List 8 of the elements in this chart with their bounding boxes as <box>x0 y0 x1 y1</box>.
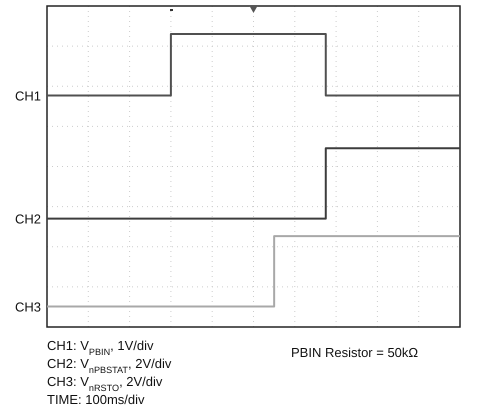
text: PBIN Resistor = 50kΩ <box>291 345 418 360</box>
text: CH3: V$_{nRSTO}$, 2V/div <box>47 374 163 393</box>
text: CH1: V$_{PBIN}$, 1V/div <box>47 338 154 357</box>
series-label: CH3 <box>14 299 41 314</box>
text: TIME: 100ms/div <box>47 392 146 407</box>
series-label: CH2 <box>14 212 41 227</box>
series-label: CH1 <box>14 88 41 104</box>
text: CH2: V$_{nPBSTAT}$, 2V/div <box>47 356 172 375</box>
